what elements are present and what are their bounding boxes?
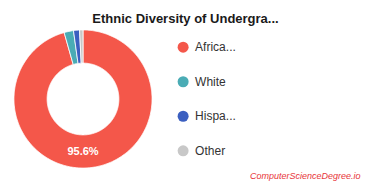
svg-text:ComputerScienceDegree.io: ComputerScienceDegree.io bbox=[250, 171, 361, 181]
svg-text:95.6%: 95.6% bbox=[67, 145, 98, 157]
svg-text:White: White bbox=[195, 75, 226, 89]
svg-text:Other: Other bbox=[195, 144, 225, 158]
svg-text:Hispa...: Hispa... bbox=[195, 109, 236, 123]
svg-text:Ethnic Diversity of Undergra..: Ethnic Diversity of Undergra... bbox=[92, 11, 278, 26]
svg-text:Africa...: Africa... bbox=[195, 40, 236, 54]
